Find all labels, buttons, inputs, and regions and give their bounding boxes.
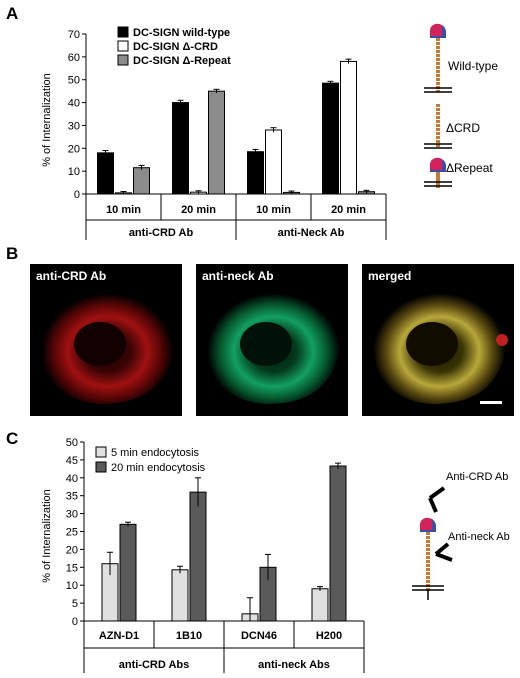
panel-a-legend-label: DC-SIGN Δ-CRD [133,41,218,53]
panel-c-group-label: anti-CRD Abs [119,659,189,671]
panel-c-y-tick-label: 15 [66,562,78,574]
panel-c-bar [171,569,189,622]
schematic-label-delta-crd: ΔCRD [446,121,480,135]
panel-letter-a: A [6,4,19,23]
panel-c-y-tick-label: 20 [66,544,78,556]
panel-a-legend-label: DC-SIGN wild-type [133,27,230,39]
schematic-label-anti-neck-ab: Anti-neck Ab [448,531,510,543]
panel-a-x-tick-label: 20 min [331,204,366,216]
panel-c-x-tick-label: H200 [316,630,342,642]
panel-a-x-tick-label: 20 min [181,204,216,216]
panel-a-bar [265,129,282,195]
micrograph-merged: merged [362,264,514,416]
panel-a-y-tick-label: 20 [68,143,80,155]
panel-c-bar [329,465,347,622]
panel-a-y-tick-label: 10 [68,166,80,178]
anti-crd-antibody-icon [428,486,446,513]
panel-c-y-tick-label: 50 [66,437,78,449]
panel-a-chart: 0 10 20 30 40 50 60 70 10 min 20 min 10 min 20 min a… [41,26,387,240]
panel-a-bar [247,151,264,195]
micrograph-anti-crd: anti-CRD Ab [30,264,182,416]
panel-a-y-tick-label: 0 [74,189,80,201]
panel-a-group-label: anti-Neck Ab [278,227,345,239]
wild-type-construct-icon [424,23,452,93]
panel-a-legend-label: DC-SIGN Δ-Repeat [133,55,231,67]
panel-a-bar [133,167,150,195]
micrograph-label-anti-neck: anti-neck Ab [202,269,274,283]
panel-a-y-tick-label: 40 [68,98,80,110]
panel-c-bar [119,523,137,622]
panel-a-y-tick-label: 30 [68,120,80,132]
panel-c-y-axis-label: % of Internalization [41,489,53,583]
panel-a-legend-swatch [117,26,129,38]
panel-letter-b: B [6,244,19,263]
panel-a-x-tick-label: 10 min [256,204,291,216]
panel-c-x-tick-label: 1B10 [176,630,202,642]
panel-c-legend-label: 5 min endocytosis [111,447,200,459]
panel-c-legend-swatch [95,446,107,458]
micrograph-anti-crd-image [41,287,174,404]
panel-a-y-axis-label: % of Internalization [41,73,53,167]
panel-letter-c: C [6,429,19,448]
panel-a-group-label: anti-CRD Ab [129,227,194,239]
panel-c-schematic: Anti-CRD Ab Anti-neck Ab [412,471,510,600]
panel-a-bar [172,102,189,195]
schematic-label-wild-type: Wild-type [448,59,498,73]
panel-c-y-tick-label: 25 [66,527,78,539]
schematic-label-delta-repeat: ΔRepeat [446,161,493,175]
panel-c-bar [311,588,329,622]
panel-a-legend-swatch [117,54,129,66]
delta-repeat-construct-icon [424,157,452,188]
panel-c-y-tick-label: 45 [66,455,78,467]
panel-a-legend-swatch [117,40,129,52]
panel-a-y-tick-label: 60 [68,52,80,64]
panel-a-bar [322,82,339,195]
panel-c-legend-swatch [95,461,107,473]
panel-c-y-tick-label: 35 [66,491,78,503]
micrograph-label-merged: merged [368,269,412,283]
panel-c-bar [189,491,207,622]
panel-c-y-tick-label: 10 [66,580,78,592]
panel-a-bar [340,60,357,195]
panel-a-y-tick-label: 70 [68,29,80,41]
panel-a-bar [208,90,225,195]
panel-c-x-tick-label: AZN-D1 [99,630,139,642]
panel-c-y-tick-label: 5 [72,598,78,610]
panel-a-y-tick-label: 50 [68,75,80,87]
panel-c-y-tick-label: 30 [66,509,78,521]
panel-c-legend-label: 20 min endocytosis [111,462,206,474]
receptor-construct-icon [412,517,444,600]
scale-bar [480,401,502,404]
schematic-label-anti-crd-ab: Anti-CRD Ab [446,471,508,483]
micrograph-anti-neck: anti-neck Ab [196,264,348,416]
panel-c-chart: 0 5 10 15 20 25 30 35 40 45 50 AZN-D1 1B10 DCN46 H200 a… [41,437,365,673]
panel-c-y-tick-label: 0 [72,616,78,628]
anti-neck-antibody-icon [434,542,453,562]
panel-c-y-tick-label: 40 [66,473,78,485]
micrograph-merged-image [373,287,508,404]
panel-c-x-tick-label: DCN46 [241,630,277,642]
panel-a-bar [97,152,114,195]
delta-crd-construct-icon [424,104,452,149]
panel-c-group-label: anti-neck Abs [258,659,330,671]
panel-a-x-tick-label: 10 min [106,204,141,216]
micrograph-anti-neck-image [207,287,340,404]
micrograph-label-anti-crd: anti-CRD Ab [36,269,107,283]
panel-a-schematic: Wild-type ΔCRD ΔRepeat [424,23,498,188]
